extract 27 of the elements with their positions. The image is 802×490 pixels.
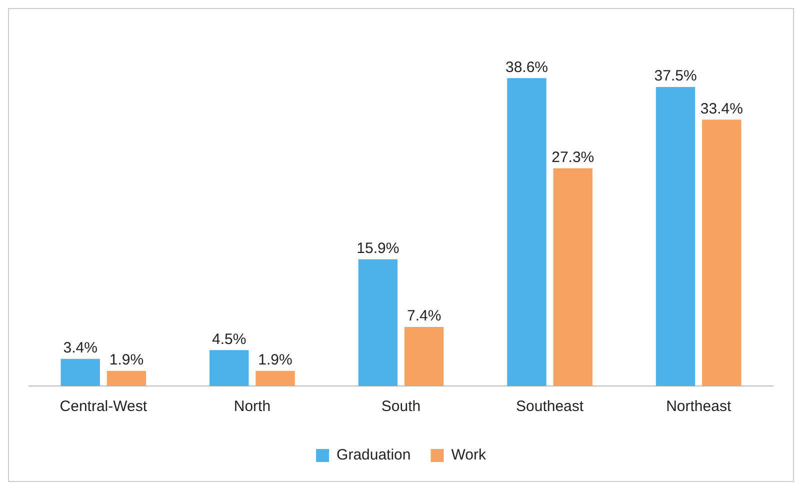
data-label: 4.5%: [212, 330, 246, 348]
data-label: 38.6%: [505, 58, 548, 76]
bar: [702, 120, 742, 386]
data-label: 1.9%: [258, 351, 292, 368]
data-label: 27.3%: [552, 148, 594, 166]
bar: [404, 326, 444, 386]
x-tick-label: South: [381, 398, 421, 416]
data-label: 15.9%: [356, 240, 400, 257]
data-label: 7.4%: [406, 308, 442, 325]
data-label: 37.5%: [654, 68, 697, 85]
bar: [60, 358, 100, 386]
bar: [210, 350, 249, 386]
x-tick-label: North: [234, 398, 271, 416]
bar: [656, 86, 696, 386]
data-label: 33.4%: [700, 100, 743, 118]
bar: [507, 78, 546, 386]
bar: [553, 168, 592, 386]
bar: [358, 259, 398, 386]
x-tick-label: Northeast: [666, 398, 732, 416]
legend-label: Work: [451, 446, 486, 464]
x-tick-label: Central-West: [60, 398, 148, 416]
bar: [256, 370, 295, 386]
x-tick-label: Southeast: [516, 398, 584, 416]
bar: [106, 370, 146, 386]
legend-label: Graduation: [336, 446, 411, 464]
data-label: 1.9%: [109, 351, 144, 368]
data-label: 3.4%: [63, 340, 98, 357]
